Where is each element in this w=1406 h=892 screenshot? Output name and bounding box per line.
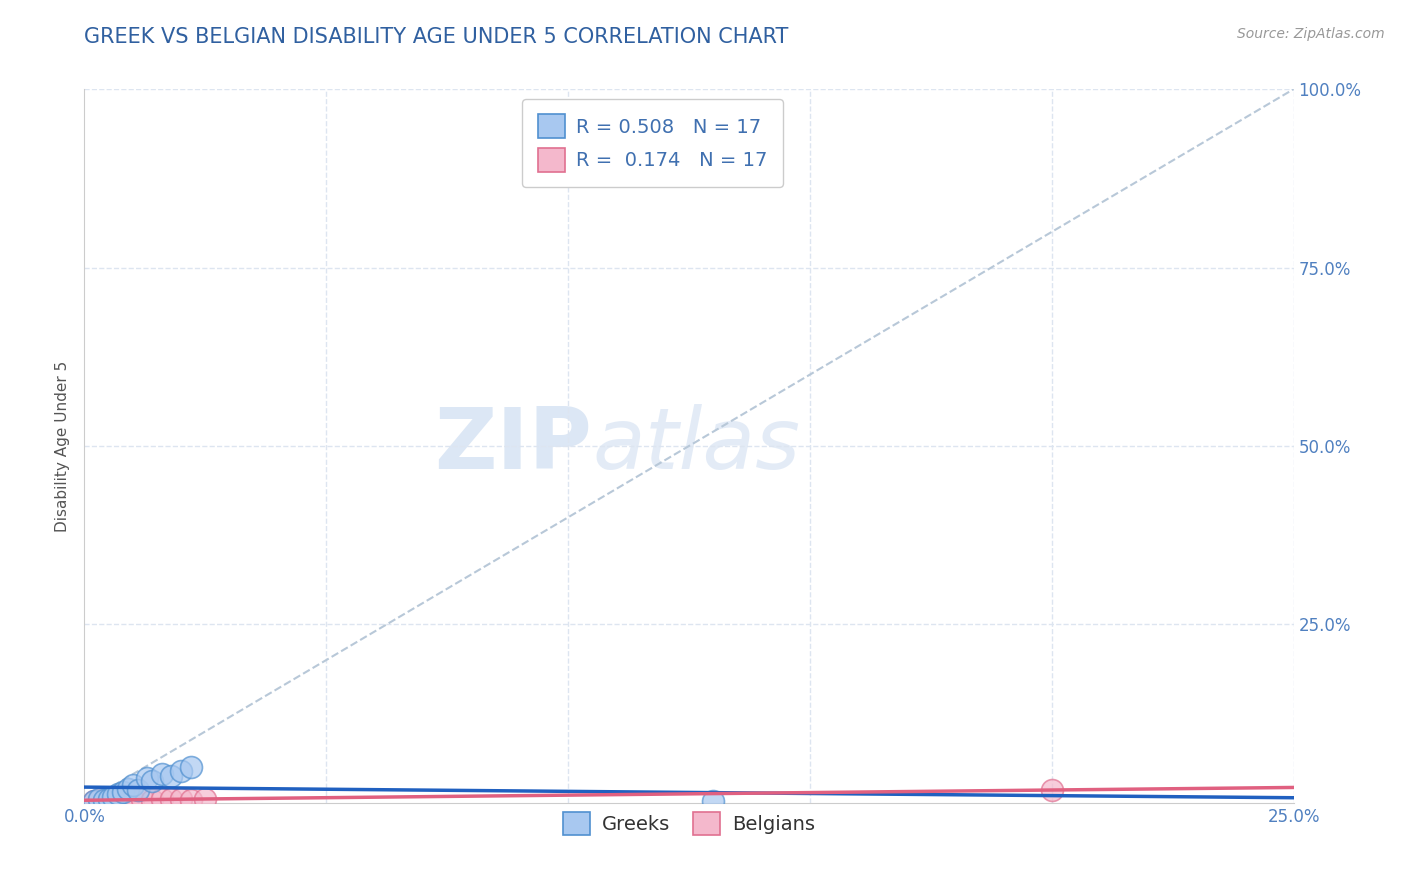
Point bbox=[97, 792, 120, 806]
Point bbox=[87, 792, 110, 806]
Point bbox=[170, 764, 193, 778]
Point bbox=[141, 793, 163, 807]
Text: GREEK VS BELGIAN DISABILITY AGE UNDER 5 CORRELATION CHART: GREEK VS BELGIAN DISABILITY AGE UNDER 5 … bbox=[84, 27, 789, 46]
Point bbox=[131, 792, 153, 806]
Text: atlas: atlas bbox=[592, 404, 800, 488]
Point bbox=[97, 791, 120, 805]
Text: Source: ZipAtlas.com: Source: ZipAtlas.com bbox=[1237, 27, 1385, 41]
Point bbox=[121, 778, 143, 792]
Point bbox=[160, 792, 183, 806]
Point bbox=[702, 794, 724, 808]
Point bbox=[160, 769, 183, 783]
Point bbox=[117, 792, 139, 806]
Point bbox=[150, 792, 173, 806]
Point bbox=[87, 793, 110, 807]
Point bbox=[107, 792, 129, 806]
Point bbox=[194, 792, 217, 806]
Point bbox=[170, 792, 193, 806]
Point bbox=[141, 774, 163, 789]
Point bbox=[150, 767, 173, 781]
Point bbox=[117, 781, 139, 796]
Point bbox=[103, 793, 125, 807]
Point bbox=[93, 794, 115, 808]
Point bbox=[180, 793, 202, 807]
Point bbox=[107, 787, 129, 801]
Point bbox=[83, 794, 105, 808]
Point bbox=[93, 793, 115, 807]
Point bbox=[1040, 783, 1063, 797]
Point bbox=[127, 783, 149, 797]
Point bbox=[112, 793, 135, 807]
Y-axis label: Disability Age Under 5: Disability Age Under 5 bbox=[55, 360, 70, 532]
Point bbox=[121, 793, 143, 807]
Point bbox=[180, 760, 202, 774]
Point bbox=[83, 794, 105, 808]
Text: ZIP: ZIP bbox=[434, 404, 592, 488]
Point bbox=[136, 771, 159, 785]
Point bbox=[103, 790, 125, 805]
Legend: Greeks, Belgians: Greeks, Belgians bbox=[555, 804, 823, 843]
Point bbox=[112, 785, 135, 799]
